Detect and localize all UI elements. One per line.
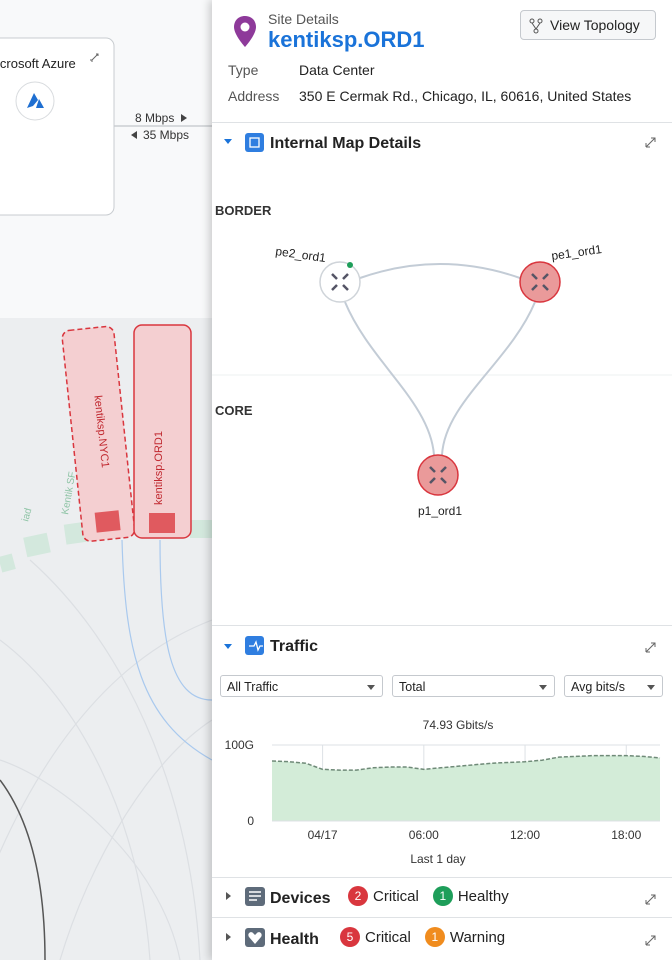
network-map: icrosoft Azure 8 Mbps 35 Mbps iad Kentik… [0, 0, 212, 960]
view-topology-button[interactable]: View Topology [520, 10, 656, 40]
badge-label: Healthy [457, 887, 509, 905]
expand-icon[interactable] [645, 137, 656, 148]
ring [0, 779, 46, 960]
node[interactable] [319, 261, 361, 303]
button-label: View Topology [550, 17, 640, 33]
links [0, 559, 212, 960]
filter-dropdown[interactable]: Avg bits/s [564, 675, 663, 697]
rate-in: 35 Mbps [143, 128, 189, 142]
site-label: kentiksp.ORD1 [153, 431, 165, 505]
node[interactable] [417, 454, 459, 496]
internal-map: Internal Map Details BORDER CORE pe2_ord… [212, 133, 672, 518]
node-links [344, 263, 536, 456]
device-badges: 2 Critical 1 Healthy [348, 886, 523, 906]
layer-label: CORE [215, 403, 253, 418]
detail-label: Type [228, 62, 259, 78]
y-tick-label: 100G [225, 738, 254, 752]
site-nyc1[interactable]: kentiksp.NYC1 [61, 325, 136, 542]
badge-label: Critical [373, 887, 419, 905]
badge-label: Critical [365, 928, 411, 946]
x-tick-label: 06:00 [409, 828, 439, 842]
caret[interactable] [226, 933, 231, 941]
badge-count: 1 [432, 886, 453, 906]
site-ord1[interactable]: kentiksp.ORD1 [133, 324, 192, 539]
caret[interactable] [226, 892, 231, 900]
pin-icon [234, 16, 256, 47]
x-tick-label: 12:00 [510, 828, 540, 842]
x-tick-label: 18:00 [611, 828, 641, 842]
health-badges: 5 Critical 1 Warning [340, 927, 519, 947]
node-label: p1_ord1 [418, 504, 462, 518]
section-icon-glyph [249, 891, 261, 901]
section-icon [245, 133, 264, 152]
arrow-left [131, 131, 137, 139]
x-tick-label: 04/17 [308, 828, 338, 842]
layer-label: BORDER [215, 203, 272, 218]
badge-count: 2 [348, 886, 368, 906]
badge-count: 5 [340, 927, 360, 947]
health-header: Health [226, 928, 656, 948]
topology-icon [529, 18, 543, 34]
badge-label: Warning [449, 928, 506, 946]
divider [212, 877, 672, 878]
section-icon-glyph [249, 640, 263, 652]
detail-label: Address [228, 88, 280, 104]
devices-header: Devices [226, 887, 656, 907]
detail-value: Data Center [299, 62, 375, 78]
rate-out: 8 Mbps [135, 111, 174, 125]
section-title: Internal Map Details [270, 135, 421, 152]
traffic-header: Traffic [224, 636, 656, 655]
traffic-chart: 74.93 Gbits/s 0 100G 04/17 06:00 12:00 18:00 La… [225, 718, 661, 866]
node-label: pe1_ord1 [550, 242, 602, 263]
azure-mark [27, 93, 44, 108]
filter-dropdown[interactable]: Total [392, 675, 555, 697]
section-title: Traffic [270, 638, 318, 655]
expand-icon[interactable] [645, 935, 656, 946]
section-icon-glyph [248, 932, 262, 944]
expand-icon[interactable] [645, 642, 656, 653]
kicker: Site Details [268, 11, 339, 27]
chart-title: 74.93 Gbits/s [423, 718, 494, 732]
divider [212, 917, 672, 918]
site-label: iad [20, 507, 34, 523]
filter-dropdown[interactable]: All Traffic [220, 675, 383, 697]
link-nyc [121, 539, 212, 761]
area [272, 755, 660, 821]
node-label: pe2_ord1 [275, 244, 327, 265]
site-details-panel: Site Details kentiksp.ORD1 View Topology… [212, 0, 672, 960]
node[interactable] [519, 261, 561, 303]
divider [212, 122, 672, 123]
section-icon-glyph [249, 137, 260, 148]
divider [212, 625, 672, 626]
section-title: Health [270, 931, 319, 948]
area-line [271, 754, 661, 771]
site-title: kentiksp.ORD1 [268, 27, 425, 52]
arrow-right [181, 114, 187, 122]
cloud-card[interactable] [0, 37, 115, 216]
badge-count: 1 [424, 927, 445, 947]
cloud-name: icrosoft Azure [0, 56, 76, 71]
caret[interactable] [224, 644, 232, 649]
collapse-icon[interactable] [90, 53, 99, 62]
caret[interactable] [224, 139, 232, 144]
detail-value: 350 E Cermak Rd., Chicago, IL, 60616, Un… [299, 88, 632, 104]
link-ord [159, 539, 212, 701]
y-tick-label: 0 [247, 814, 254, 828]
x-axis-label: Last 1 day [410, 852, 465, 866]
section-title: Devices [270, 890, 331, 907]
expand-icon[interactable] [645, 894, 656, 905]
